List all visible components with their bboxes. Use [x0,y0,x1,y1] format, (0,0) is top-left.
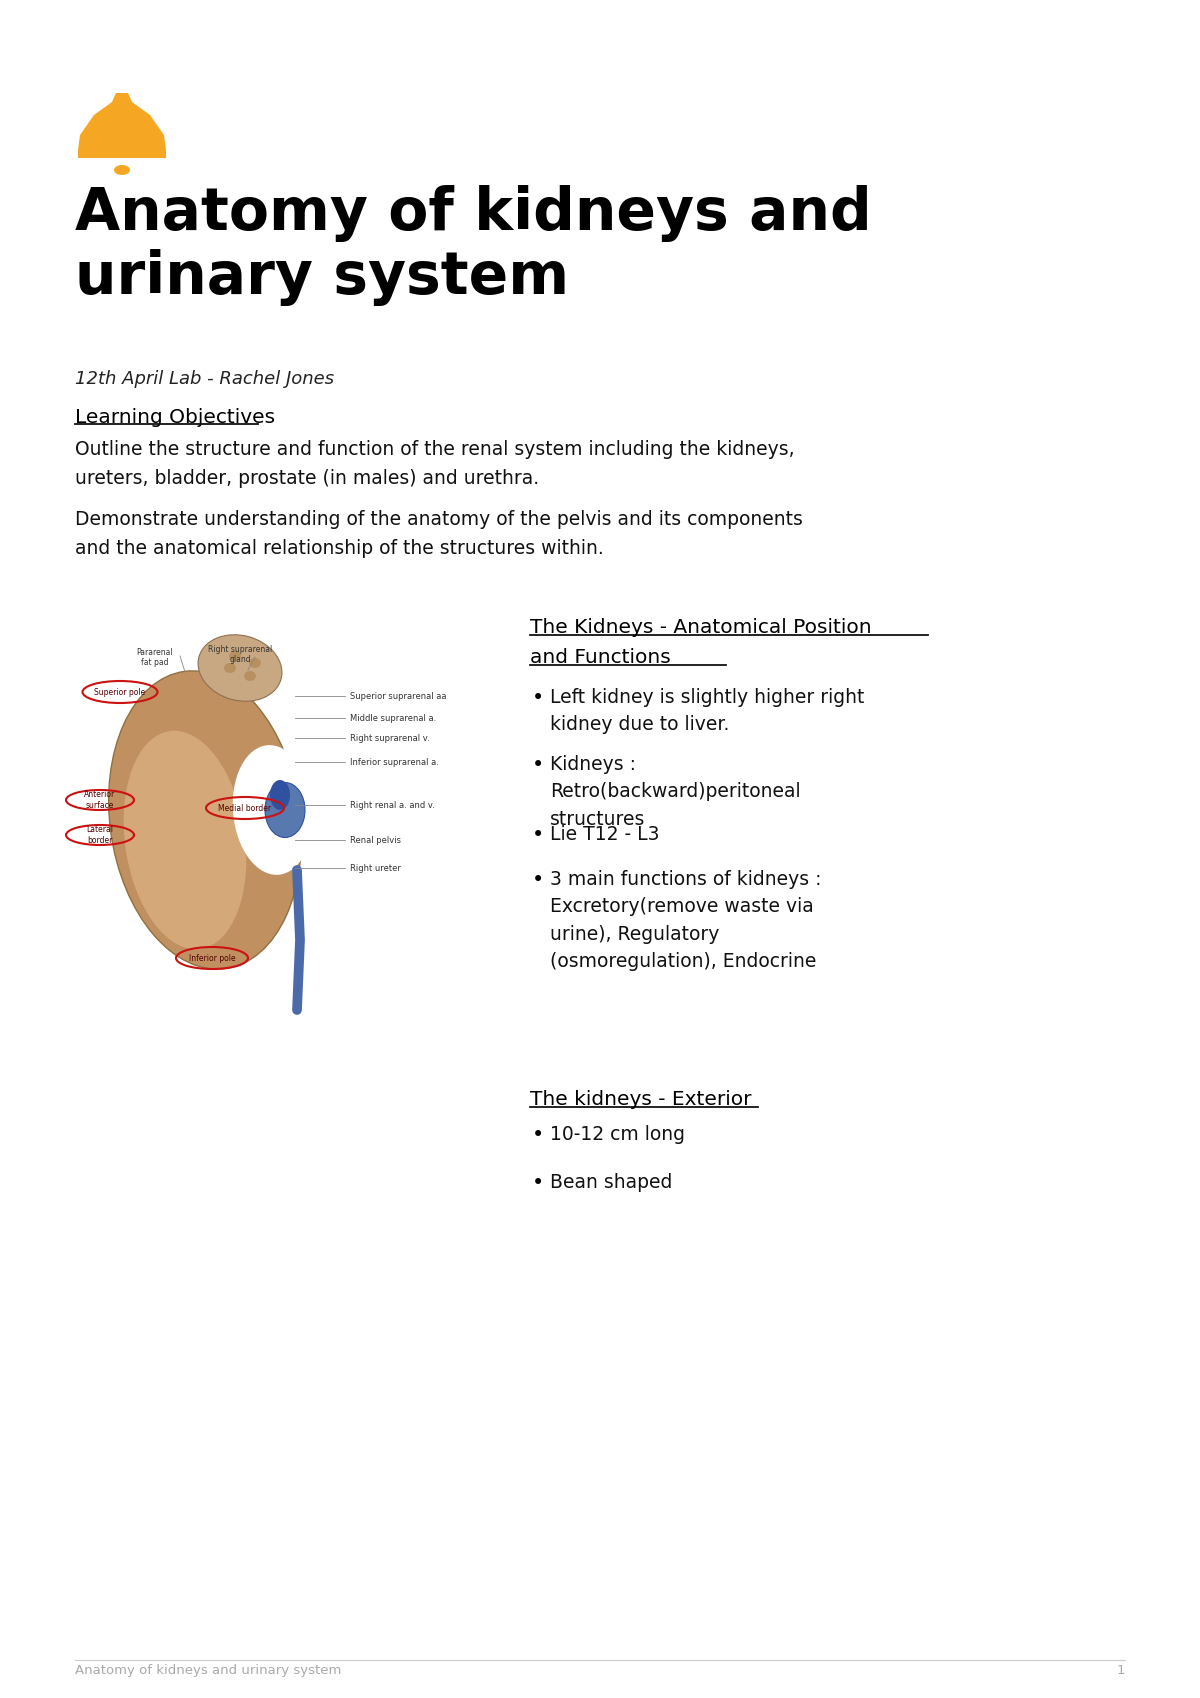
Text: Outline the structure and function of the renal system including the kidneys,
ur: Outline the structure and function of th… [74,440,794,487]
Text: Superior suprarenal aa: Superior suprarenal aa [350,691,446,701]
Text: Right renal a. and v.: Right renal a. and v. [350,800,434,810]
Ellipse shape [198,635,282,701]
Text: •: • [532,756,545,774]
Text: •: • [532,869,545,890]
Text: Middle suprarenal a.: Middle suprarenal a. [350,713,437,723]
Text: Inferior suprarenal a.: Inferior suprarenal a. [350,757,439,766]
Text: Pararenal
fat pad: Pararenal fat pad [137,649,173,667]
Text: Superior pole: Superior pole [95,688,145,696]
Text: 3 main functions of kidneys :
Excretory(remove waste via
urine), Regulatory
(osm: 3 main functions of kidneys : Excretory(… [550,869,822,971]
Text: and Functions: and Functions [530,649,671,667]
Ellipse shape [270,779,290,810]
Text: Inferior pole: Inferior pole [188,954,235,963]
Ellipse shape [244,671,256,681]
Text: •: • [532,688,545,708]
Text: Kidneys :
Retro(backward)peritoneal
structures: Kidneys : Retro(backward)peritoneal stru… [550,756,800,829]
Text: The kidneys - Exterior: The kidneys - Exterior [530,1090,751,1109]
Text: •: • [532,825,545,846]
Text: Left kidney is slightly higher right
kidney due to liver.: Left kidney is slightly higher right kid… [550,688,864,734]
Ellipse shape [233,745,313,874]
Text: Anatomy of kidneys and urinary system: Anatomy of kidneys and urinary system [74,1664,341,1678]
Ellipse shape [229,650,241,661]
Polygon shape [78,93,166,158]
Text: Anatomy of kidneys and
urinary system: Anatomy of kidneys and urinary system [74,185,871,306]
Text: Right suprarenal
gland: Right suprarenal gland [208,645,272,664]
Ellipse shape [114,165,130,175]
Ellipse shape [124,730,246,949]
Text: Lie T12 - L3: Lie T12 - L3 [550,825,660,844]
Text: Bean shaped: Bean shaped [550,1173,672,1192]
Text: Renal pelvis: Renal pelvis [350,835,401,844]
Text: 12th April Lab - Rachel Jones: 12th April Lab - Rachel Jones [74,370,334,389]
Ellipse shape [250,659,262,667]
Ellipse shape [265,783,305,837]
Text: •: • [532,1126,545,1144]
Ellipse shape [109,671,301,970]
Text: The Kidneys - Anatomical Position: The Kidneys - Anatomical Position [530,618,871,637]
Text: Learning Objectives: Learning Objectives [74,408,275,426]
Ellipse shape [224,662,236,672]
Text: Right suprarenal v.: Right suprarenal v. [350,734,430,742]
Text: Right ureter: Right ureter [350,864,401,873]
Text: •: • [532,1173,545,1194]
Text: Lateral
border: Lateral border [86,825,114,844]
Text: 1: 1 [1116,1664,1126,1678]
Text: Anterior
surface: Anterior surface [84,790,115,810]
Text: Medial border: Medial border [218,803,271,813]
Text: Demonstrate understanding of the anatomy of the pelvis and its components
and th: Demonstrate understanding of the anatomy… [74,509,803,557]
Text: 10-12 cm long: 10-12 cm long [550,1126,685,1144]
